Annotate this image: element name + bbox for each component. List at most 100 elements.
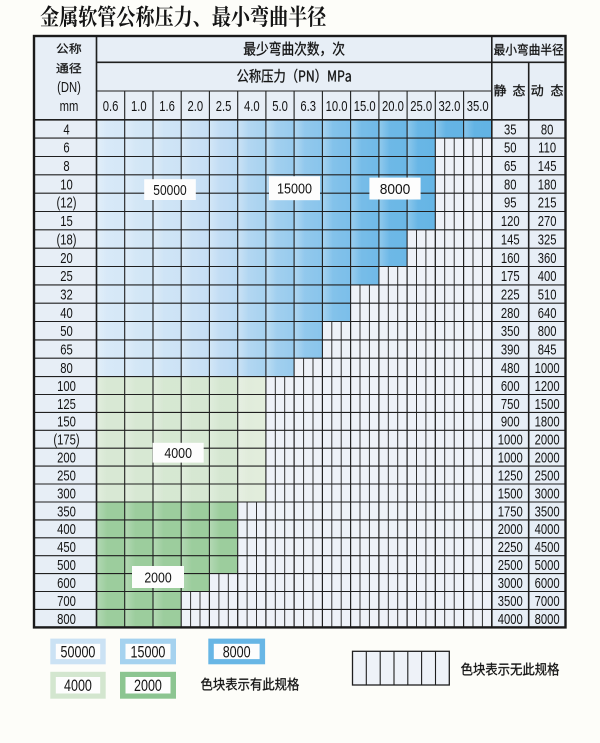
svg-text:1.0: 1.0 <box>131 97 147 114</box>
svg-text:1200: 1200 <box>535 377 560 394</box>
svg-text:15.0: 15.0 <box>354 97 376 114</box>
svg-text:350: 350 <box>57 503 76 520</box>
svg-text:8000: 8000 <box>535 610 560 627</box>
svg-text:2.0: 2.0 <box>187 97 203 114</box>
svg-text:50000: 50000 <box>61 644 96 662</box>
svg-text:65: 65 <box>60 341 73 358</box>
svg-text:1250: 1250 <box>498 467 523 484</box>
svg-text:2000: 2000 <box>144 569 172 585</box>
svg-text:6.3: 6.3 <box>300 97 316 114</box>
svg-text:280: 280 <box>501 304 520 321</box>
svg-text:175: 175 <box>501 268 520 285</box>
svg-text:1000: 1000 <box>535 359 560 376</box>
svg-text:900: 900 <box>501 413 520 430</box>
svg-text:120: 120 <box>501 213 520 230</box>
svg-text:270: 270 <box>538 213 557 230</box>
svg-text:1000: 1000 <box>498 431 523 448</box>
svg-text:180: 180 <box>538 176 557 193</box>
svg-text:(DN): (DN) <box>57 79 81 96</box>
svg-text:2.5: 2.5 <box>216 97 232 114</box>
svg-text:8000: 8000 <box>380 180 411 196</box>
svg-text:20.0: 20.0 <box>382 97 404 114</box>
svg-text:845: 845 <box>538 341 557 358</box>
svg-text:480: 480 <box>501 359 520 376</box>
svg-text:325: 325 <box>538 231 557 248</box>
svg-text:2000: 2000 <box>535 449 560 466</box>
svg-text:1000: 1000 <box>498 449 523 466</box>
svg-text:600: 600 <box>501 377 520 394</box>
svg-text:215: 215 <box>538 194 557 211</box>
svg-text:3000: 3000 <box>498 574 523 591</box>
svg-text:145: 145 <box>501 231 520 248</box>
svg-text:50: 50 <box>60 323 73 340</box>
svg-text:4: 4 <box>63 121 69 138</box>
svg-text:(18): (18) <box>57 231 77 248</box>
svg-text:4000: 4000 <box>498 610 523 627</box>
svg-text:1750: 1750 <box>498 503 523 520</box>
svg-text:mm: mm <box>60 97 79 114</box>
svg-text:800: 800 <box>57 610 76 627</box>
svg-text:3500: 3500 <box>498 592 523 609</box>
svg-text:110: 110 <box>538 139 556 156</box>
svg-text:2000: 2000 <box>535 431 560 448</box>
svg-text:390: 390 <box>501 341 520 358</box>
svg-text:400: 400 <box>57 521 76 538</box>
svg-text:2000: 2000 <box>498 521 523 538</box>
svg-text:95: 95 <box>504 194 517 211</box>
svg-text:350: 350 <box>501 323 520 340</box>
svg-text:15: 15 <box>60 213 73 230</box>
svg-text:300: 300 <box>57 485 76 502</box>
svg-text:1500: 1500 <box>498 485 523 502</box>
svg-text:2000: 2000 <box>134 678 162 696</box>
svg-text:160: 160 <box>501 249 520 266</box>
svg-text:20: 20 <box>60 249 73 266</box>
svg-text:2500: 2500 <box>535 467 560 484</box>
svg-text:360: 360 <box>538 249 557 266</box>
svg-text:50: 50 <box>504 139 517 156</box>
svg-text:125: 125 <box>57 395 76 412</box>
svg-text:15000: 15000 <box>277 180 312 197</box>
svg-text:3000: 3000 <box>535 485 560 502</box>
svg-text:80: 80 <box>541 121 554 138</box>
svg-text:4000: 4000 <box>535 521 560 538</box>
svg-text:4500: 4500 <box>535 539 560 556</box>
svg-text:800: 800 <box>538 323 557 340</box>
svg-text:500: 500 <box>57 557 76 574</box>
svg-text:750: 750 <box>501 395 520 412</box>
svg-text:4.0: 4.0 <box>244 97 260 114</box>
svg-text:450: 450 <box>57 539 76 556</box>
svg-text:80: 80 <box>60 359 73 376</box>
svg-text:1500: 1500 <box>535 395 560 412</box>
svg-text:3500: 3500 <box>535 503 560 520</box>
svg-text:1.6: 1.6 <box>159 97 175 114</box>
svg-text:6: 6 <box>63 139 69 156</box>
svg-text:2500: 2500 <box>498 557 523 574</box>
svg-text:2250: 2250 <box>498 539 523 556</box>
svg-text:35.0: 35.0 <box>467 97 489 114</box>
svg-text:4000: 4000 <box>64 678 92 696</box>
svg-text:1800: 1800 <box>535 413 560 430</box>
svg-text:(175): (175) <box>53 431 79 448</box>
svg-text:(12): (12) <box>57 194 77 211</box>
svg-text:65: 65 <box>504 157 517 174</box>
svg-text:7000: 7000 <box>535 592 560 609</box>
svg-text:600: 600 <box>57 574 76 591</box>
svg-text:50000: 50000 <box>153 182 187 199</box>
svg-text:100: 100 <box>57 377 76 394</box>
svg-text:80: 80 <box>504 176 517 193</box>
svg-text:10.0: 10.0 <box>326 97 348 114</box>
svg-text:510: 510 <box>538 286 557 303</box>
svg-text:640: 640 <box>538 304 557 321</box>
svg-text:8000: 8000 <box>223 644 251 662</box>
svg-text:32.0: 32.0 <box>439 97 461 114</box>
svg-text:15000: 15000 <box>131 644 166 662</box>
svg-text:700: 700 <box>57 592 76 609</box>
svg-text:40: 40 <box>60 304 73 321</box>
svg-text:400: 400 <box>538 268 557 285</box>
svg-text:145: 145 <box>538 157 557 174</box>
svg-text:5000: 5000 <box>535 557 560 574</box>
svg-text:10: 10 <box>60 176 73 193</box>
svg-text:8: 8 <box>63 157 69 174</box>
svg-text:200: 200 <box>57 449 76 466</box>
svg-text:4000: 4000 <box>164 445 192 461</box>
